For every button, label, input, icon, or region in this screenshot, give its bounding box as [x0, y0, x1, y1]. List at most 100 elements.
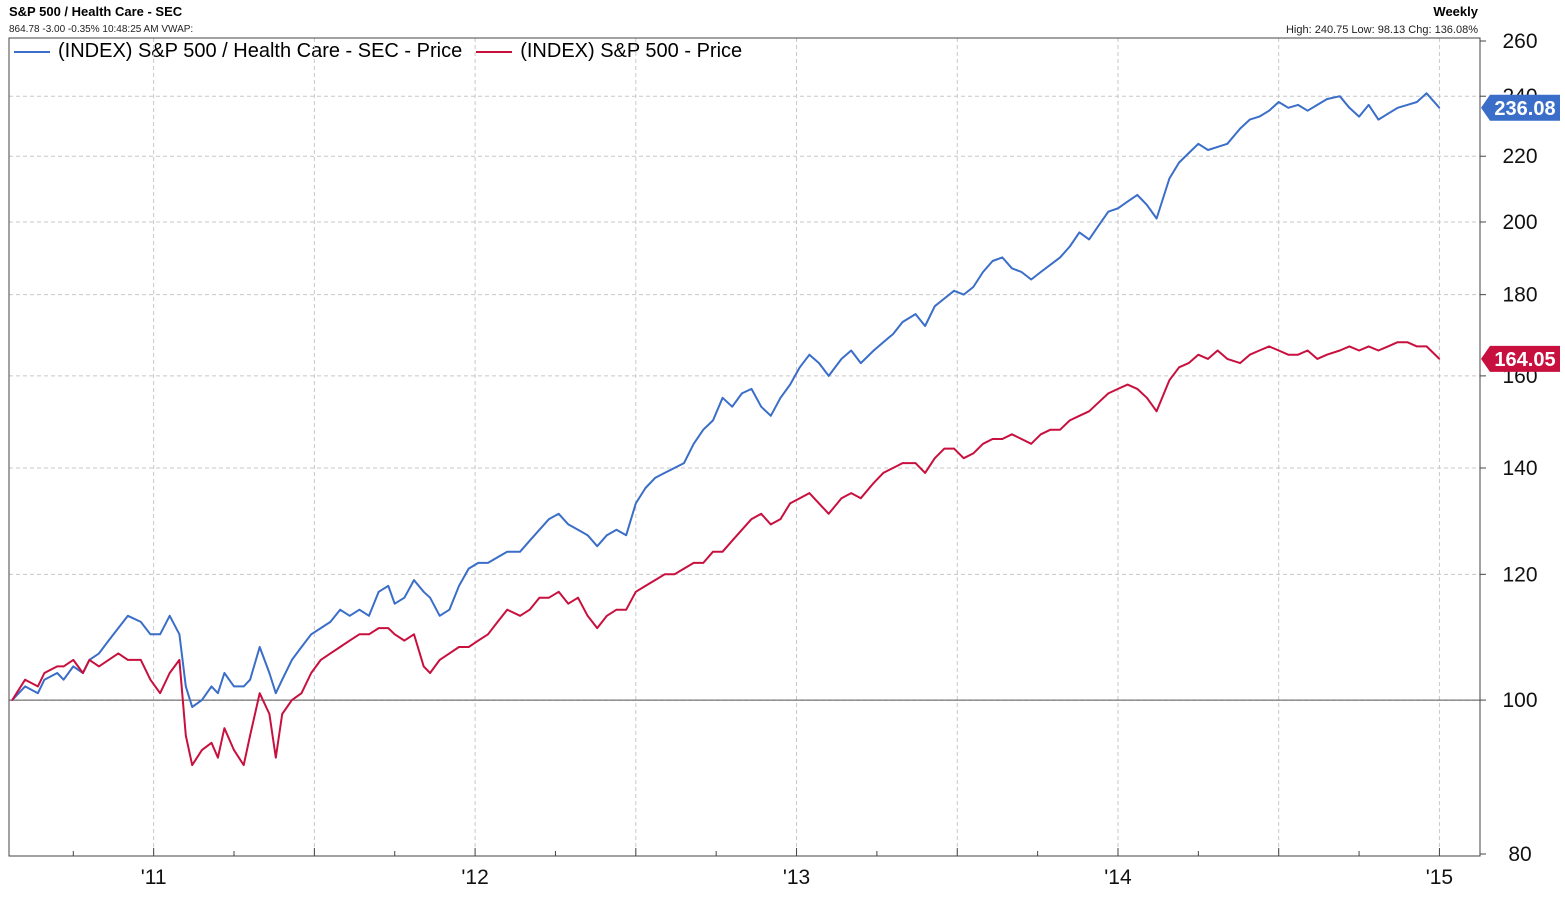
point-healthcare-49	[458, 585, 460, 587]
point-healthcare-18	[185, 685, 187, 688]
point-sp500-85	[808, 492, 811, 494]
legend-item-sp500: (INDEX) S&P 500 - Price	[476, 40, 742, 63]
series-lines	[11, 92, 1441, 767]
high-low-change: High: 240.75 Low: 98.13 Chg: 136.08%	[1285, 24, 1478, 36]
point-sp500-120	[1155, 410, 1158, 413]
point-sp500-16	[168, 672, 171, 674]
point-sp500-102	[982, 443, 984, 445]
point-healthcare-107	[1030, 278, 1032, 281]
point-sp500-74	[702, 562, 705, 564]
x-tick-label-4: '15	[1426, 866, 1453, 889]
point-healthcare-103	[991, 260, 994, 262]
point-healthcare-39	[368, 615, 370, 617]
point-sp500-86	[818, 502, 820, 505]
point-sp500-95	[914, 462, 917, 464]
point-healthcare-29	[275, 692, 277, 694]
legend-swatch-sp500	[476, 50, 513, 53]
point-healthcare-42	[393, 602, 396, 605]
point-sp500-53	[496, 621, 499, 623]
point-sp500-112	[1078, 415, 1081, 417]
point-sp500-6	[72, 659, 75, 661]
x-tick-label-3: '14	[1104, 866, 1132, 889]
point-healthcare-9	[98, 652, 100, 655]
point-healthcare-64	[606, 534, 608, 536]
point-sp500-24	[233, 749, 235, 751]
point-sp500-35	[329, 652, 332, 655]
point-healthcare-56	[528, 539, 531, 542]
point-sp500-131	[1268, 345, 1270, 348]
point-healthcare-51	[477, 562, 480, 564]
point-healthcare-26	[249, 678, 251, 681]
point-healthcare-69	[654, 477, 656, 479]
point-healthcare-30	[281, 678, 284, 681]
point-sp500-126	[1216, 349, 1219, 352]
point-healthcare-53	[496, 556, 499, 559]
point-healthcare-61	[577, 529, 579, 531]
legend-label-sp500: (INDEX) S&P 500 - Price	[520, 40, 743, 62]
point-sp500-49	[458, 646, 460, 648]
point-healthcare-41	[387, 585, 390, 587]
point-healthcare-97	[934, 305, 936, 308]
point-healthcare-16	[168, 615, 171, 617]
point-healthcare-71	[673, 467, 676, 469]
point-sp500-91	[872, 482, 875, 484]
point-sp500-138	[1339, 349, 1341, 352]
point-healthcare-122	[1178, 161, 1180, 164]
point-healthcare-95	[914, 313, 917, 315]
point-sp500-51	[477, 639, 480, 642]
point-sp500-115	[1107, 392, 1110, 395]
point-healthcare-100	[962, 293, 965, 296]
point-healthcare-131	[1268, 109, 1270, 112]
point-sp500-2	[37, 685, 39, 688]
point-sp500-118	[1136, 388, 1139, 390]
point-sp500-54	[506, 608, 509, 611]
point-healthcare-114	[1097, 224, 1100, 227]
point-healthcare-3	[43, 678, 46, 681]
point-sp500-94	[901, 462, 904, 464]
point-healthcare-4	[56, 672, 58, 674]
point-healthcare-21	[210, 685, 213, 688]
point-sp500-31	[291, 699, 293, 701]
point-sp500-107	[1030, 443, 1032, 445]
point-sp500-10	[107, 659, 110, 661]
point-healthcare-139	[1348, 107, 1351, 109]
point-healthcare-43	[403, 596, 406, 599]
point-sp500-129	[1249, 353, 1251, 356]
point-sp500-63	[596, 627, 598, 629]
point-healthcare-88	[840, 358, 843, 360]
point-healthcare-36	[339, 608, 341, 611]
point-sp500-121	[1168, 379, 1171, 382]
point-healthcare-124	[1197, 143, 1200, 145]
point-healthcare-12	[127, 615, 129, 617]
last-value-tag-healthcare	[1481, 94, 1560, 121]
point-sp500-75	[712, 550, 714, 553]
last-value-label-healthcare: 236.08	[1494, 98, 1555, 120]
point-healthcare-55	[519, 550, 521, 553]
point-sp500-39	[368, 633, 370, 636]
x-tick-label-1: '12	[461, 866, 488, 889]
point-sp500-14	[149, 678, 152, 681]
y-tick-label-200: 200	[1502, 211, 1537, 234]
point-sp500-40	[377, 627, 380, 629]
point-healthcare-75	[712, 419, 714, 422]
point-healthcare-85	[808, 353, 811, 356]
point-sp500-116	[1117, 388, 1119, 390]
point-healthcare-146	[1416, 101, 1418, 103]
point-healthcare-23	[223, 672, 226, 674]
point-healthcare-63	[596, 545, 598, 547]
point-sp500-18	[185, 734, 187, 737]
point-sp500-119	[1146, 397, 1148, 399]
point-healthcare-38	[358, 608, 361, 611]
point-sp500-68	[644, 585, 647, 587]
point-healthcare-62	[586, 534, 589, 536]
point-healthcare-15	[159, 633, 161, 636]
point-sp500-103	[991, 438, 994, 440]
point-sp500-130	[1258, 349, 1261, 352]
point-sp500-106	[1020, 438, 1023, 440]
point-healthcare-127	[1226, 143, 1229, 145]
point-healthcare-50	[467, 567, 470, 570]
point-healthcare-111	[1069, 245, 1071, 248]
last-value-label-sp500: 164.05	[1494, 349, 1555, 371]
point-healthcare-5	[62, 678, 65, 681]
point-sp500-146	[1416, 345, 1418, 348]
